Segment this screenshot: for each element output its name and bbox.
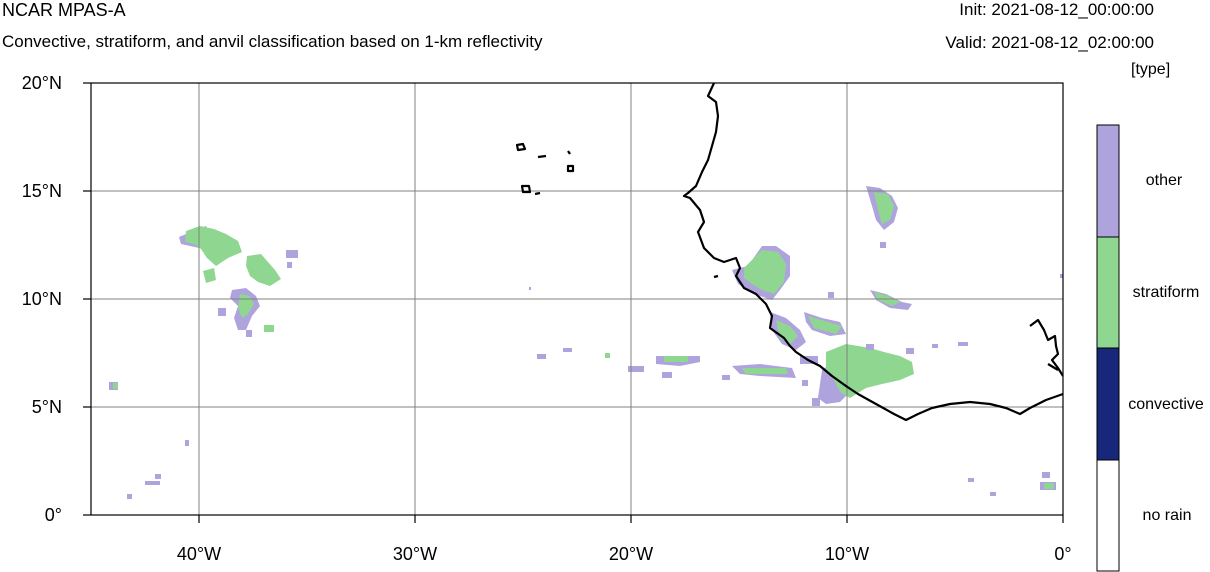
niger-delta-coast — [1029, 318, 1063, 377]
precip-area-stratiform — [238, 294, 254, 318]
precip-band-stratiform — [664, 356, 688, 362]
lat-tick-label: 0° — [44, 505, 62, 525]
precip-area-other — [828, 242, 912, 310]
colorbar-swatch-stratiform — [1097, 237, 1119, 348]
lat-tick-label: 15°N — [21, 181, 62, 201]
lat-tick-label: 20°N — [21, 73, 62, 93]
colorbar-swatch-other — [1097, 125, 1119, 237]
init-time: Init: 2021-08-12_00:00:00 — [959, 0, 1154, 19]
tick-marks — [83, 82, 1064, 523]
precip-band-other — [537, 348, 730, 380]
cape-verde-island — [537, 154, 547, 159]
lat-tick-label: 5°N — [31, 397, 62, 417]
precip-speck-stratiform — [113, 353, 610, 389]
precip-area-stratiform — [246, 254, 281, 286]
plot-subtitle: Convective, stratiform, and anvil classi… — [2, 32, 543, 51]
cape-verde-island — [520, 184, 532, 194]
valid-time: Valid: 2021-08-12_02:00:00 — [945, 33, 1154, 52]
precip-speck-stratiform — [1044, 483, 1054, 489]
precip-area-other — [800, 342, 968, 406]
cape-verde-island — [534, 191, 541, 196]
precip-classification-field — [109, 186, 1063, 499]
precip-area-stratiform — [776, 320, 798, 344]
precip-area-stratiform — [808, 316, 842, 334]
island-outline — [713, 274, 719, 279]
colorbar-label-no-rain: no rain — [1142, 507, 1192, 524]
graticule — [91, 83, 1063, 515]
coastline — [515, 83, 1063, 422]
precip-area-stratiform — [826, 344, 914, 398]
lon-tick-label: 30°W — [392, 544, 438, 564]
lon-tick-label: 20°W — [608, 544, 654, 564]
precip-speck-other — [968, 274, 1063, 496]
colorbar-label-convective: convective — [1128, 396, 1204, 413]
colorbar-units: [type] — [1131, 61, 1171, 78]
precip-area-stratiform — [874, 192, 894, 224]
precip-speck-other — [109, 287, 531, 499]
precip-area-stratiform — [744, 250, 786, 294]
precip-area-stratiform — [203, 268, 216, 283]
plot-title: NCAR MPAS-A — [2, 0, 126, 20]
lon-tick-label: 10°W — [824, 544, 870, 564]
precip-band-stratiform — [742, 368, 788, 374]
colorbar-label-stratiform: stratiform — [1132, 284, 1200, 301]
lon-tick-label: 0° — [1054, 544, 1072, 564]
cape-verde-island — [515, 142, 527, 152]
cape-verde-island — [567, 150, 571, 155]
west-africa-coastline — [682, 83, 1063, 422]
colorbar — [1096, 124, 1120, 572]
lon-tick-label: 40°W — [176, 544, 222, 564]
colorbar-label-other: other — [1145, 172, 1183, 189]
cape-verde-island — [566, 164, 575, 173]
colorbar-swatch-no-rain — [1097, 460, 1119, 571]
colorbar-swatch-convective — [1097, 348, 1119, 460]
lat-tick-label: 10°N — [21, 289, 62, 309]
precip-area-other — [818, 364, 850, 404]
precip-area-stratiform — [264, 325, 274, 332]
